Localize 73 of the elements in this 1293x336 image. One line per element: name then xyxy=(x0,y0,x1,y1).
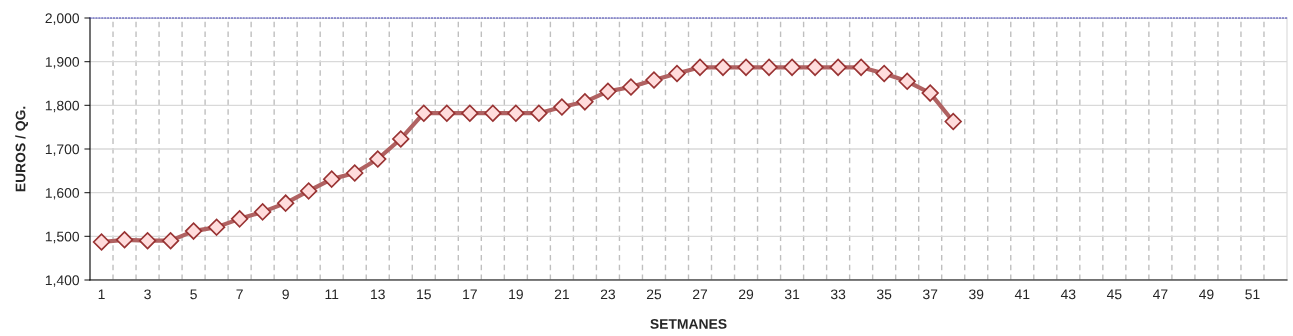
y-tick-label: 1,600 xyxy=(45,188,80,200)
point xyxy=(576,93,594,111)
point xyxy=(461,104,479,122)
x-tick-label: 43 xyxy=(1060,289,1076,300)
x-tick-label: 3 xyxy=(144,289,151,300)
point xyxy=(207,218,226,236)
x-tick-label: 39 xyxy=(969,289,984,300)
x-tick-label: 27 xyxy=(692,289,708,300)
point xyxy=(737,58,755,77)
point xyxy=(253,203,272,221)
point xyxy=(530,104,548,122)
x-tick-label: 9 xyxy=(282,289,289,300)
point xyxy=(507,104,525,122)
x-tick-label: 21 xyxy=(554,289,569,300)
x-tick-label: 23 xyxy=(600,289,616,300)
point xyxy=(783,58,801,77)
point xyxy=(829,58,847,77)
point xyxy=(944,112,962,131)
x-tick-label: 25 xyxy=(646,289,662,300)
point xyxy=(115,231,134,249)
x-tick-label: 5 xyxy=(190,289,197,300)
point xyxy=(806,58,824,77)
point xyxy=(668,64,686,83)
point xyxy=(438,104,456,122)
point xyxy=(161,232,180,250)
point xyxy=(392,130,410,148)
x-tick-label: 7 xyxy=(236,289,243,300)
y-axis-title: EUROS / QG. xyxy=(15,106,29,192)
y-tick-label: 2,000 xyxy=(45,13,80,25)
point xyxy=(415,104,433,122)
x-tick-label: 29 xyxy=(739,289,754,300)
point xyxy=(484,104,502,122)
x-tick-label: 31 xyxy=(784,289,800,300)
y-tick-label: 1,400 xyxy=(45,275,80,287)
y-tick-label: 1,800 xyxy=(45,100,80,113)
x-tick-label: 49 xyxy=(1199,289,1214,300)
y-tick-label: 1,900 xyxy=(45,57,80,69)
point xyxy=(622,78,640,96)
point xyxy=(299,182,318,200)
x-tick-label: 1 xyxy=(98,289,105,300)
x-tick-label: 35 xyxy=(876,289,892,300)
point xyxy=(691,58,709,77)
point xyxy=(184,222,203,240)
point xyxy=(875,64,893,83)
x-tick-label: 41 xyxy=(1014,289,1030,300)
point xyxy=(346,164,364,182)
x-tick-label: 33 xyxy=(830,289,846,300)
point xyxy=(369,150,387,168)
x-axis-title: SETMANES xyxy=(650,319,727,329)
point xyxy=(921,84,939,102)
point xyxy=(645,71,663,89)
x-tick-label: 51 xyxy=(1245,289,1260,300)
x-tick-label: 13 xyxy=(371,289,385,300)
x-tick-label: 11 xyxy=(325,289,339,300)
x-tick-label: 15 xyxy=(417,289,431,300)
point xyxy=(760,58,778,77)
y-tick-label: 1,500 xyxy=(45,231,80,244)
x-tick-label: 19 xyxy=(509,289,523,300)
x-tick-label: 17 xyxy=(463,289,477,300)
point xyxy=(714,58,732,77)
point xyxy=(553,98,571,116)
point xyxy=(898,72,916,91)
point xyxy=(323,170,341,188)
point xyxy=(599,82,617,101)
x-tick-label: 47 xyxy=(1152,289,1168,300)
point xyxy=(230,210,249,228)
point xyxy=(276,194,295,212)
point xyxy=(138,232,157,250)
y-tick-label: 1,700 xyxy=(45,144,80,156)
x-tick-label: 45 xyxy=(1106,289,1122,300)
point xyxy=(852,58,870,77)
x-tick-label: 37 xyxy=(923,289,938,300)
point xyxy=(92,233,111,251)
